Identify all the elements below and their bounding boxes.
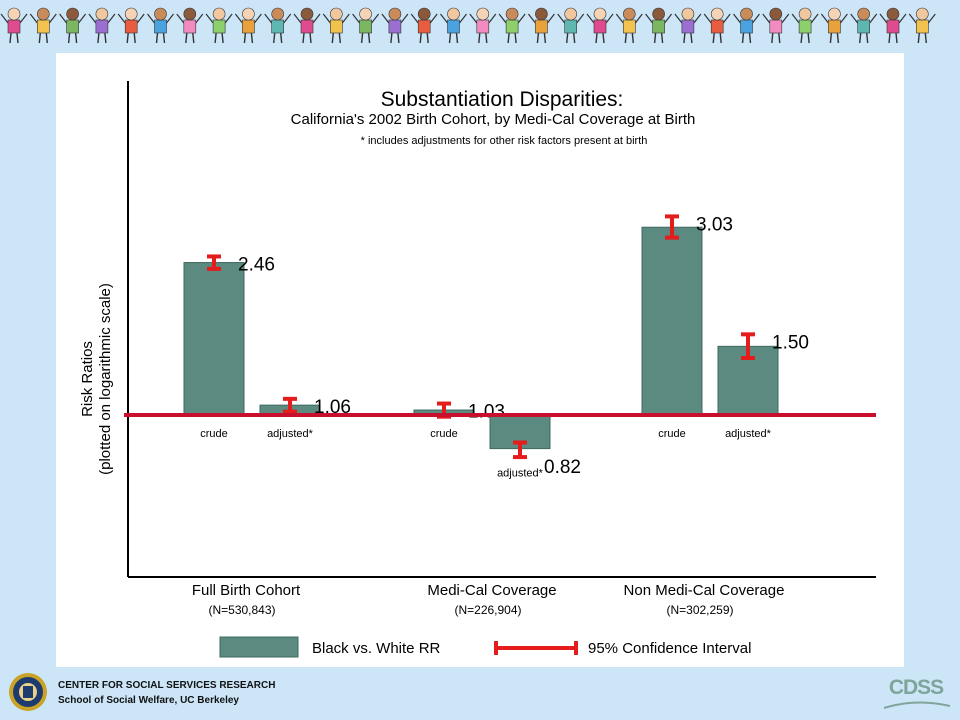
bar-2-0 bbox=[641, 226, 703, 416]
slide-panel: Substantiation Disparities: California's… bbox=[56, 53, 904, 667]
legend-ci-label: 95% Confidence Interval bbox=[588, 640, 751, 657]
banner-child-figure bbox=[440, 7, 467, 44]
risk-ratio-chart: Substantiation Disparities: California's… bbox=[79, 81, 876, 658]
group-n-2: (N=302,259) bbox=[666, 603, 733, 617]
data-label-2-1: 1.50 bbox=[772, 332, 809, 353]
ci-whisker-0-1 bbox=[283, 396, 297, 414]
ci-whisker-0-0 bbox=[207, 254, 221, 271]
banner-child-figure bbox=[674, 7, 702, 44]
footer-credit: CENTER FOR SOCIAL SERVICES RESEARCH Scho… bbox=[58, 678, 275, 708]
banner-child-figure bbox=[469, 7, 497, 44]
banner-child-figure bbox=[527, 7, 555, 44]
chart-legend: Black vs. White RR 95% Confidence Interv… bbox=[219, 636, 751, 658]
banner-child-figure bbox=[322, 7, 350, 44]
banner-child-figure bbox=[88, 7, 116, 44]
banner-child-figure bbox=[410, 7, 438, 44]
bar-sublabel-2-1: adjusted* bbox=[725, 428, 772, 440]
data-label-1-1: 0.82 bbox=[544, 457, 581, 478]
group-label-2: Non Medi-Cal Coverage bbox=[624, 582, 785, 599]
banner-child-figure bbox=[850, 7, 878, 44]
banner-child-figure bbox=[0, 7, 28, 44]
banner-child-figure bbox=[234, 7, 262, 44]
banner-child-figure bbox=[615, 7, 643, 44]
banner-child-figure bbox=[879, 7, 907, 44]
banner-child-figure bbox=[498, 7, 526, 44]
data-label-0-1: 1.06 bbox=[314, 397, 351, 418]
ci-whisker-2-1 bbox=[741, 332, 755, 361]
chart-footnote: * includes adjustments for other risk fa… bbox=[361, 135, 648, 147]
banner-child-figure bbox=[703, 7, 731, 44]
y-axis-label-line2: (plotted on logarithmic scale) bbox=[97, 283, 114, 475]
banner-child-figure bbox=[147, 7, 174, 44]
banner-child-figure bbox=[645, 7, 673, 44]
banner-child-figure bbox=[264, 7, 292, 44]
banner-child-figure bbox=[29, 7, 57, 44]
chart-title: Substantiation Disparities: bbox=[381, 88, 624, 111]
ci-whisker-1-1 bbox=[513, 440, 527, 460]
banner-child-figure bbox=[791, 7, 819, 44]
cdss-logo: CDSS bbox=[880, 676, 952, 714]
footer-school-name: School of Social Welfare, UC Berkeley bbox=[58, 695, 239, 706]
banner-child-figure bbox=[352, 7, 380, 44]
footer-center-name: CENTER FOR SOCIAL SERVICES RESEARCH bbox=[58, 680, 276, 691]
bar-0-0 bbox=[183, 262, 245, 416]
data-label-2-0: 3.03 bbox=[696, 214, 733, 235]
bar-sublabel-1-1: adjusted* bbox=[497, 468, 544, 480]
banner-child-figure bbox=[176, 7, 204, 44]
banner-child-figure bbox=[293, 7, 321, 44]
group-n-0: (N=530,843) bbox=[208, 603, 275, 617]
banner-child-figure bbox=[381, 7, 409, 44]
bar-sublabel-2-0: crude bbox=[658, 428, 686, 440]
banner-child-figure bbox=[908, 7, 936, 44]
group-label-1: Medi-Cal Coverage bbox=[427, 582, 556, 599]
banner-child-figure bbox=[820, 7, 848, 44]
banner-child-figure bbox=[557, 7, 585, 44]
group-label-0: Full Birth Cohort bbox=[192, 582, 301, 599]
uc-berkeley-seal-icon bbox=[9, 673, 47, 711]
ci-whisker-2-0 bbox=[665, 214, 679, 240]
banner-child-figure bbox=[117, 7, 145, 44]
bar-sublabel-1-0: crude bbox=[430, 428, 458, 440]
banner-child-figure bbox=[733, 7, 760, 44]
banner-child-figure bbox=[59, 7, 87, 44]
banner-child-figure bbox=[586, 7, 614, 44]
group-n-1: (N=226,904) bbox=[454, 603, 521, 617]
cdss-logo-text: CDSS bbox=[888, 676, 944, 699]
legend-bar-label: Black vs. White RR bbox=[312, 640, 441, 657]
banner-child-figure bbox=[762, 7, 790, 44]
chart-subtitle: California's 2002 Birth Cohort, by Medi-… bbox=[291, 111, 696, 128]
bar-sublabel-0-0: crude bbox=[200, 428, 228, 440]
legend-ci-swatch bbox=[494, 641, 578, 655]
children-banner-decoration bbox=[0, 7, 936, 44]
legend-bar-swatch bbox=[219, 636, 299, 658]
data-label-0-0: 2.46 bbox=[238, 254, 275, 275]
y-axis-label-line1: Risk Ratios bbox=[79, 341, 96, 417]
bar-sublabel-0-1: adjusted* bbox=[267, 428, 314, 440]
banner-child-figure bbox=[205, 7, 233, 44]
cdss-swoosh-icon bbox=[883, 701, 951, 709]
